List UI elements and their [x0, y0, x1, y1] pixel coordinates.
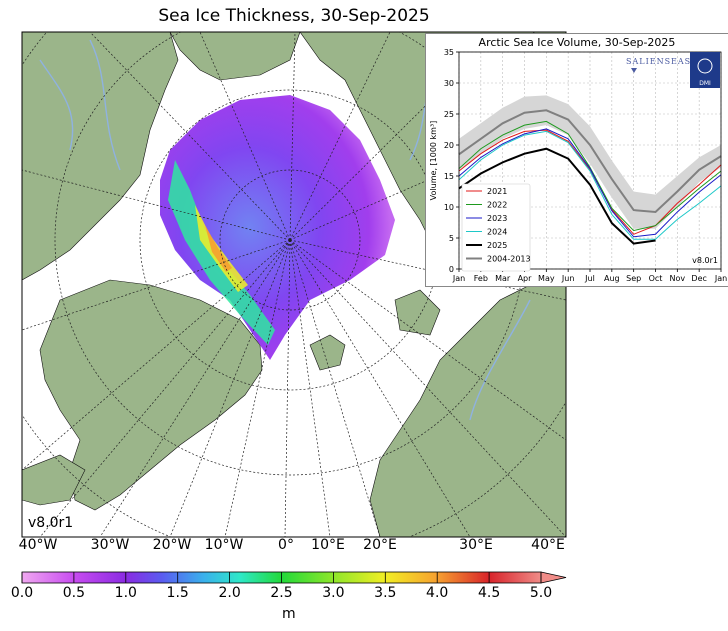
series-line-2004-2013: [458, 109, 722, 213]
colorbar-tick-label: 1.0: [114, 585, 137, 601]
y-tick-label: 30: [444, 79, 454, 88]
colorbar-tick-label: 0.0: [10, 585, 34, 601]
dmi-logo-icon: [690, 52, 720, 88]
colorbar-tick-label: 3.5: [374, 585, 397, 601]
thickest-ice-core: [205, 225, 232, 272]
y-tick-label: 0: [449, 265, 454, 274]
series-line-2021: [458, 129, 722, 235]
colorbar-tick-label: 0.5: [62, 585, 86, 601]
x-tick-label: Jul: [584, 274, 595, 283]
y-tick-label: 15: [444, 172, 454, 181]
y-axis-label: Volume, [1000 km³]: [429, 121, 438, 201]
y-tick-label: 10: [444, 203, 454, 212]
x-tick-label: Mar: [495, 274, 511, 283]
x-tick-label: Nov: [670, 274, 686, 283]
x-tick-label: May: [538, 274, 555, 283]
series-line-2024: [458, 130, 722, 240]
x-tick-label: Jan: [714, 274, 727, 283]
legend-label: 2022: [487, 201, 507, 210]
page-title: Sea Ice Thickness, 30-Sep-2025: [158, 6, 430, 26]
legend-label: 2024: [487, 228, 507, 237]
lon-label: 40°W: [18, 537, 58, 553]
x-tick-label: Sep: [626, 274, 641, 283]
land-svalbard: [309, 334, 346, 371]
lon-label: 40°E: [531, 537, 565, 553]
map-version-label: v8.0r1: [28, 515, 74, 531]
colorbar-tick-label: 3.0: [322, 585, 345, 601]
x-tick-label: Apr: [518, 274, 533, 283]
colorbar-tick-label: 4.0: [426, 585, 449, 601]
x-tick-label: Jan: [452, 274, 465, 283]
x-tick-label: Aug: [604, 274, 620, 283]
land-alaska: [169, 32, 301, 81]
colorbar: [21, 571, 567, 584]
land-scandinavia: [369, 259, 566, 537]
series-line-2023: [458, 128, 722, 238]
dmi-logo-text: DMI: [699, 80, 711, 87]
lon-label: 30°E: [459, 537, 493, 553]
land-iceland: [22, 454, 86, 506]
land-novaya-zemlya: [394, 289, 441, 336]
volume-inset-chart: Arctic Sea Ice Volume, 30-Sep-2025 0 5 10 1…: [425, 33, 728, 287]
lon-label: 10°W: [204, 537, 244, 553]
lon-label: 20°E: [363, 537, 397, 553]
salienseas-logo: SALIENSEAS: [626, 57, 691, 66]
y-tick-label: 25: [444, 110, 454, 119]
legend-label: 2025: [487, 241, 507, 250]
legend-label: 2004-2013: [487, 255, 531, 264]
y-tick-label: 5: [449, 234, 454, 243]
land-greenland: [39, 279, 263, 511]
x-tick-label: Dec: [691, 274, 706, 283]
lon-label: 30°W: [90, 537, 130, 553]
x-tick-label: Oct: [649, 274, 663, 283]
inset-chart-title: Arctic Sea Ice Volume, 30-Sep-2025: [478, 36, 676, 49]
colorbar-tick-label: 4.5: [477, 585, 501, 601]
thickest-ice-band: [195, 205, 248, 292]
legend-label: 2021: [487, 187, 507, 196]
y-tick-label: 35: [444, 48, 454, 57]
land-canada: [22, 32, 179, 281]
lon-label: 10°E: [311, 537, 345, 553]
y-tick-label: 20: [444, 141, 454, 150]
legend-box: [461, 183, 531, 272]
inset-legend: 2021 2022 2023 2024 2025 2004-2013: [461, 183, 531, 272]
inset-version-label: v8.0r1: [692, 256, 718, 265]
lon-label: 20°W: [152, 537, 192, 553]
colorbar-tick-label: 2.0: [218, 585, 241, 601]
legend-label: 2023: [487, 214, 507, 223]
colorbar-unit: m: [282, 606, 296, 622]
series-line-2025: [458, 147, 656, 245]
series-line-2022: [458, 120, 722, 232]
colorbar-tick-label: 2.5: [270, 585, 293, 601]
x-tick-label: Feb: [474, 274, 488, 283]
thick-ice-band: [168, 160, 275, 345]
x-tick-label: Jun: [561, 274, 575, 283]
logo-marker-icon: [631, 68, 637, 73]
colorbar-tick-label: 1.5: [166, 585, 189, 601]
dmi-logo-ring: [697, 58, 713, 74]
reference-range-band: [459, 95, 721, 229]
colorbar-tick-label: 5.0: [529, 585, 553, 601]
lon-label: 0°: [278, 537, 294, 553]
